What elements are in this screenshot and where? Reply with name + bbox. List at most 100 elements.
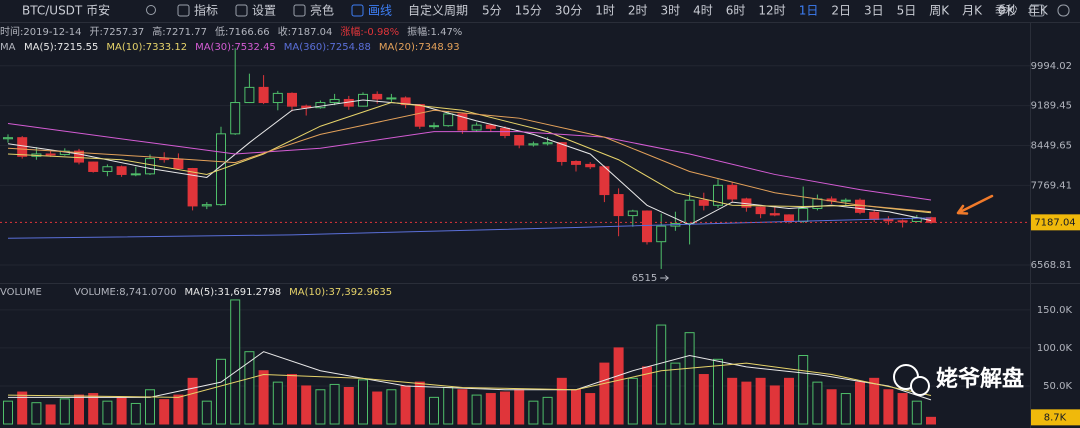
volume-label: VOLUME:8,741.0700 bbox=[74, 287, 177, 298]
volume-bar bbox=[926, 416, 936, 425]
period[interactable]: 3时 bbox=[660, 4, 680, 18]
candle-body bbox=[74, 150, 84, 163]
ui: BTC/USDT 币安 指标 设置 亮色 画线 自定义周期 5分 15分 30分 1时 2时 3时 4时… bbox=[0, 3, 1080, 426]
tool[interactable]: 设置 bbox=[252, 4, 276, 18]
volume-tick-label: 50.0K bbox=[1043, 381, 1072, 392]
ma-label: MA(360):7254.88 bbox=[284, 42, 371, 53]
candle-body bbox=[755, 206, 766, 215]
tool-icon[interactable] bbox=[235, 4, 248, 17]
volume-bar bbox=[414, 381, 425, 425]
period[interactable]: 季K bbox=[995, 4, 1016, 18]
volume-bar bbox=[500, 391, 510, 425]
candle-body bbox=[727, 184, 738, 200]
volume-bar bbox=[812, 381, 823, 425]
volume-bar bbox=[897, 393, 908, 425]
volume-bar bbox=[244, 351, 255, 425]
period[interactable]: 6时 bbox=[726, 4, 746, 18]
camera-icon[interactable] bbox=[1029, 4, 1045, 17]
custom-period[interactable]: 自定义周期 bbox=[408, 3, 468, 18]
period[interactable]: 15分 bbox=[515, 4, 542, 18]
volume-bar bbox=[116, 396, 127, 425]
candle-body bbox=[287, 92, 297, 107]
period[interactable]: 30分 bbox=[555, 4, 582, 18]
period[interactable]: 12时 bbox=[758, 4, 785, 18]
volume-bar bbox=[74, 394, 84, 425]
volume-bar bbox=[727, 377, 738, 425]
settings-icon[interactable] bbox=[1057, 4, 1070, 17]
volume-bar bbox=[542, 396, 553, 425]
volume-bar bbox=[855, 381, 865, 425]
ma-label: MA(5):7215.55 bbox=[24, 42, 98, 53]
candle-body bbox=[542, 142, 553, 145]
info-text: 开:7257.37 bbox=[89, 27, 144, 38]
wechat-icon bbox=[910, 376, 930, 396]
volume-ma-label: MA(5):31,691.2798 bbox=[185, 287, 282, 298]
period[interactable]: 2日 bbox=[831, 4, 851, 18]
ma-label: MA(10):7333.12 bbox=[106, 42, 187, 53]
tool-icon[interactable] bbox=[351, 4, 364, 17]
volume-bar bbox=[883, 389, 894, 425]
symbol[interactable]: BTC/USDT 币安 bbox=[22, 3, 110, 18]
candle-body bbox=[429, 125, 439, 128]
period[interactable]: 3日 bbox=[864, 4, 884, 18]
volume-bar bbox=[485, 393, 496, 425]
candle-body bbox=[840, 199, 851, 202]
volume-bar bbox=[585, 393, 596, 425]
volume-tick-label: 150.0K bbox=[1037, 305, 1073, 316]
y-tick-label: 7769.41 bbox=[1031, 180, 1072, 191]
ma-label: MA(20):7348.93 bbox=[379, 42, 460, 53]
volume-bar bbox=[329, 383, 340, 425]
period[interactable]: 2时 bbox=[628, 4, 648, 18]
y-tick-label: 8449.65 bbox=[1031, 141, 1072, 152]
candle-body bbox=[599, 166, 610, 196]
candle-body bbox=[301, 105, 312, 109]
candle-body bbox=[514, 134, 525, 146]
candle-body bbox=[798, 207, 809, 222]
candle-body bbox=[528, 143, 539, 146]
period[interactable]: 5分 bbox=[482, 4, 502, 18]
candle-body bbox=[869, 211, 880, 221]
tool[interactable]: 指标 bbox=[194, 3, 218, 18]
ma-title: MA bbox=[0, 42, 16, 53]
volume-bar bbox=[315, 389, 326, 425]
info-text: 收:7187.04 bbox=[278, 25, 333, 38]
tool-icon[interactable] bbox=[177, 4, 190, 17]
candle-body bbox=[258, 86, 269, 104]
period[interactable]: 月K bbox=[962, 4, 983, 18]
tool[interactable]: 画线 bbox=[368, 4, 392, 18]
ma-label: MA(30):7532.45 bbox=[195, 42, 276, 53]
pointer-arrow bbox=[956, 194, 994, 215]
volume-bar bbox=[642, 366, 652, 425]
candle-body bbox=[187, 168, 198, 207]
volume-bar bbox=[656, 324, 667, 425]
search-icon[interactable] bbox=[146, 5, 156, 15]
volume-bar bbox=[145, 389, 155, 425]
period[interactable]: 4时 bbox=[693, 4, 713, 18]
y-tick-label: 6568.81 bbox=[1031, 260, 1072, 271]
volume-bar bbox=[769, 385, 780, 425]
volume-bar bbox=[31, 402, 42, 425]
period[interactable]: 周K bbox=[929, 4, 950, 18]
tool-icon[interactable] bbox=[293, 4, 306, 17]
last-price-label: 7187.04 bbox=[1034, 217, 1075, 228]
period[interactable]: 1日 bbox=[799, 4, 819, 18]
volume-bar bbox=[45, 404, 56, 425]
period[interactable]: 1时 bbox=[595, 4, 615, 18]
info-text: 高:7271.77 bbox=[152, 25, 207, 38]
candle-body bbox=[684, 199, 695, 224]
candle-body bbox=[571, 160, 581, 165]
tool[interactable]: 亮色 bbox=[310, 3, 334, 18]
ma-line bbox=[7, 102, 932, 214]
marks bbox=[0, 48, 1030, 425]
volume-bar bbox=[457, 389, 468, 425]
volume-bar bbox=[514, 389, 525, 425]
volume-bar bbox=[3, 400, 13, 425]
volume-bar bbox=[826, 389, 837, 425]
candle-body bbox=[244, 86, 255, 104]
volume-bar bbox=[429, 396, 439, 425]
candle-body bbox=[784, 214, 794, 222]
period[interactable]: 5日 bbox=[897, 4, 917, 18]
candle-body bbox=[400, 97, 411, 106]
candle-body bbox=[613, 194, 624, 217]
